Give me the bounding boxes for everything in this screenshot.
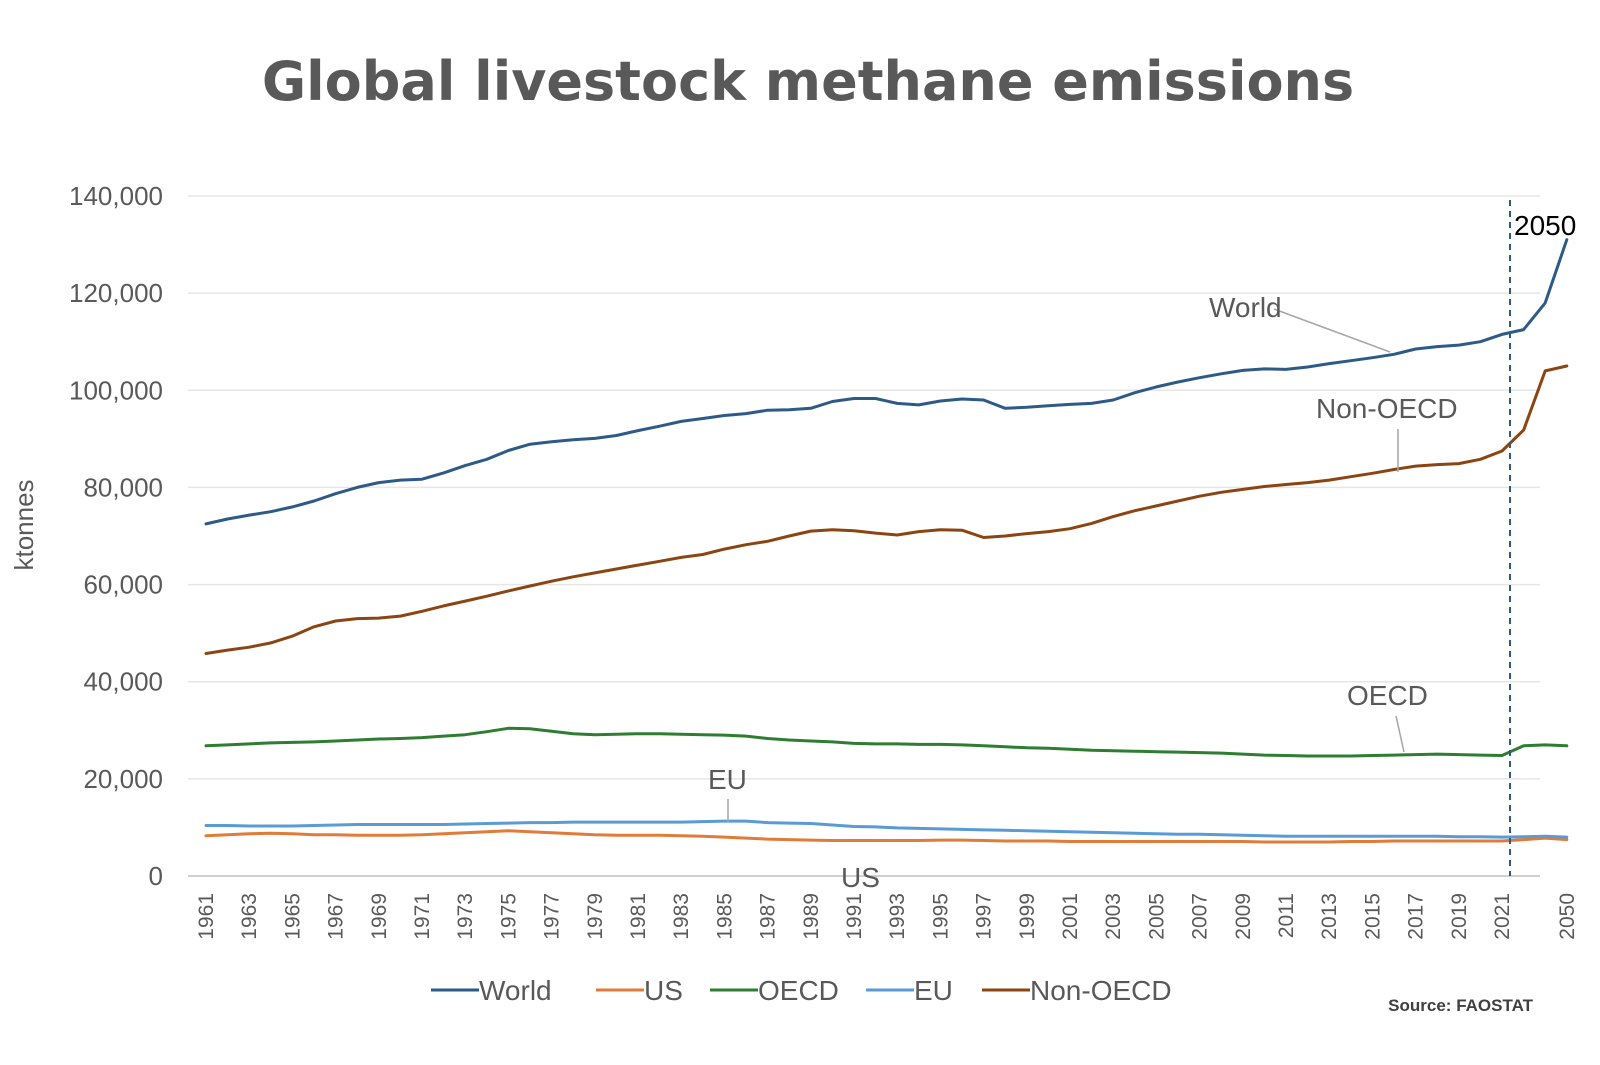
x-tick-label: 1983 — [670, 893, 693, 940]
x-tick-label: 1965 — [281, 893, 304, 940]
y-tick-label: 80,000 — [83, 472, 163, 502]
legend-label-non-oecd: Non-OECD — [1030, 975, 1172, 1006]
x-tick-label: 1961 — [195, 893, 218, 940]
series-line-non-oecd — [204, 364, 1569, 655]
y-tick-label: 120,000 — [69, 278, 163, 308]
annotation-leader-oecd — [1395, 715, 1405, 753]
x-tick-label: 2019 — [1448, 893, 1471, 940]
x-tick-label: 2021 — [1491, 893, 1514, 940]
x-tick-label: 2001 — [1059, 893, 1082, 940]
x-tick-label: 2003 — [1102, 893, 1125, 940]
annotation-world: World — [1209, 292, 1282, 323]
x-tick-label: 1979 — [584, 893, 607, 940]
x-tick-label: 2015 — [1361, 893, 1384, 940]
reference-line-label: 2050 — [1514, 210, 1576, 241]
annotation-eu: EU — [708, 764, 747, 795]
legend-label-us: US — [644, 975, 683, 1006]
y-axis-label: ktonnes — [9, 479, 39, 570]
y-tick-label: 60,000 — [83, 570, 163, 600]
x-tick-label: 1981 — [627, 893, 650, 940]
legend-label-oecd: OECD — [758, 975, 839, 1006]
x-tick-label: 1971 — [411, 893, 434, 940]
series-line-eu — [204, 819, 1569, 839]
x-tick-label: 2013 — [1318, 893, 1341, 940]
x-tick-label: 2005 — [1145, 893, 1168, 940]
annotation-oecd: OECD — [1347, 680, 1428, 711]
y-tick-label: 40,000 — [83, 667, 163, 697]
x-tick-label: 1989 — [800, 893, 823, 940]
annotation-leader-world — [1273, 308, 1391, 353]
legend-label-world: World — [479, 975, 552, 1006]
x-tick-label: 1975 — [497, 893, 520, 940]
x-tick-label: 1999 — [1016, 893, 1039, 940]
reference-line: 2050 — [1509, 200, 1576, 876]
x-axis: 1961 1963 1965 1967 1969 1971 1973 1975 1977 1979… — [195, 893, 1579, 940]
x-tick-label: 2007 — [1189, 893, 1212, 940]
x-tick-label: 2050 — [1556, 893, 1579, 940]
x-tick-label: 1967 — [325, 893, 348, 940]
y-tick-label: 140,000 — [69, 181, 163, 211]
legend: World US OECD EU Non-OECD — [431, 975, 1172, 1006]
series-line-world — [204, 238, 1569, 526]
x-tick-label: 1987 — [757, 893, 780, 940]
series-line-oecd — [204, 726, 1569, 758]
source-note: Source: FAOSTAT — [1388, 996, 1533, 1015]
grid — [188, 195, 1540, 877]
x-tick-label: 1985 — [713, 893, 736, 940]
annotations: World Non-OECD OECD EU US — [708, 292, 1458, 893]
annotation-us: US — [841, 862, 880, 893]
annotation-non-oecd: Non-OECD — [1316, 393, 1458, 424]
x-tick-label: 1993 — [886, 893, 909, 940]
x-tick-label: 1997 — [973, 893, 996, 940]
y-tick-label: 0 — [149, 861, 163, 891]
series-line-us — [204, 829, 1569, 844]
x-tick-label: 1977 — [541, 893, 564, 940]
series-group — [204, 238, 1569, 844]
x-tick-label: 2009 — [1232, 893, 1255, 940]
y-axis: 0 20,000 40,000 60,000 80,000 100,000 120,000 1… — [69, 181, 163, 891]
x-tick-label: 1991 — [843, 893, 866, 940]
y-tick-label: 100,000 — [69, 375, 163, 405]
x-tick-label: 1995 — [929, 893, 952, 940]
x-tick-label: 1963 — [238, 893, 261, 940]
x-tick-label: 2017 — [1405, 893, 1428, 940]
x-tick-label: 1969 — [368, 893, 391, 940]
chart-title: Global livestock methane emissions — [262, 50, 1354, 113]
x-tick-label: 2011 — [1275, 893, 1298, 938]
legend-label-eu: EU — [914, 975, 953, 1006]
y-tick-label: 20,000 — [83, 764, 163, 794]
x-tick-label: 1973 — [454, 893, 477, 940]
